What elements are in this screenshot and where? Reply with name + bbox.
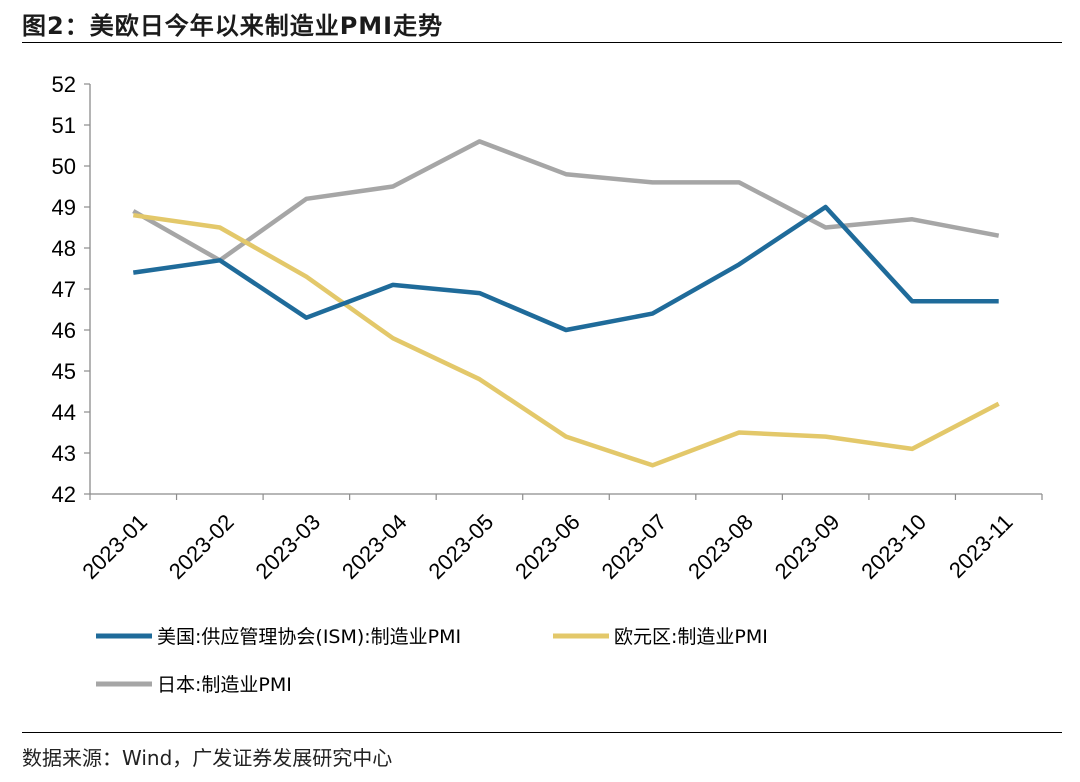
- figure-title: 图2：美欧日今年以来制造业PMI走势: [22, 12, 444, 40]
- series-line-0: [132, 204, 999, 333]
- series-lines: [132, 139, 1000, 468]
- source-note: 数据来源：Wind，广发证券发展研究中心: [22, 746, 393, 770]
- x-tick-label: 2023-11: [944, 509, 1018, 583]
- bottom-rule: [22, 732, 1062, 733]
- x-tick-label: 2023-05: [424, 509, 499, 584]
- x-tick-label: 2023-01: [77, 509, 152, 584]
- legend-label-2: 日本:制造业PMI: [157, 674, 292, 696]
- legend-label-0: 美国:供应管理协会(ISM):制造业PMI: [157, 626, 461, 648]
- x-tick-label: 2023-08: [683, 509, 758, 584]
- x-tick-label: 2023-04: [337, 509, 412, 584]
- top-rule: [22, 42, 1062, 43]
- series-line-1: [132, 212, 1000, 468]
- y-tick-label: 50: [52, 154, 76, 179]
- y-tick-label: 45: [52, 359, 76, 384]
- x-tick-label: 2023-02: [164, 509, 239, 584]
- legend: 美国:供应管理协会(ISM):制造业PMI 欧元区:制造业PMI 日本:制造业PMI: [96, 626, 768, 696]
- y-tick-label: 43: [52, 441, 76, 466]
- y-tick-label: 49: [52, 195, 76, 220]
- x-tick-label: 2023-03: [250, 509, 325, 584]
- y-tick-label: 52: [52, 72, 76, 97]
- y-tick-label: 44: [52, 400, 76, 425]
- x-tick-label: 2023-10: [856, 509, 931, 584]
- x-tick-label: 2023-06: [510, 509, 585, 584]
- y-tick-label: 42: [52, 482, 76, 507]
- y-tick-label: 46: [52, 318, 76, 343]
- y-tick-label: 48: [52, 236, 76, 261]
- x-tick-label: 2023-07: [597, 509, 672, 584]
- series-line-2: [132, 139, 1000, 263]
- y-tick-label: 51: [52, 113, 76, 138]
- x-tick-label: 2023-09: [770, 509, 845, 584]
- y-tick-label: 47: [52, 277, 76, 302]
- legend-label-1: 欧元区:制造业PMI: [614, 626, 768, 648]
